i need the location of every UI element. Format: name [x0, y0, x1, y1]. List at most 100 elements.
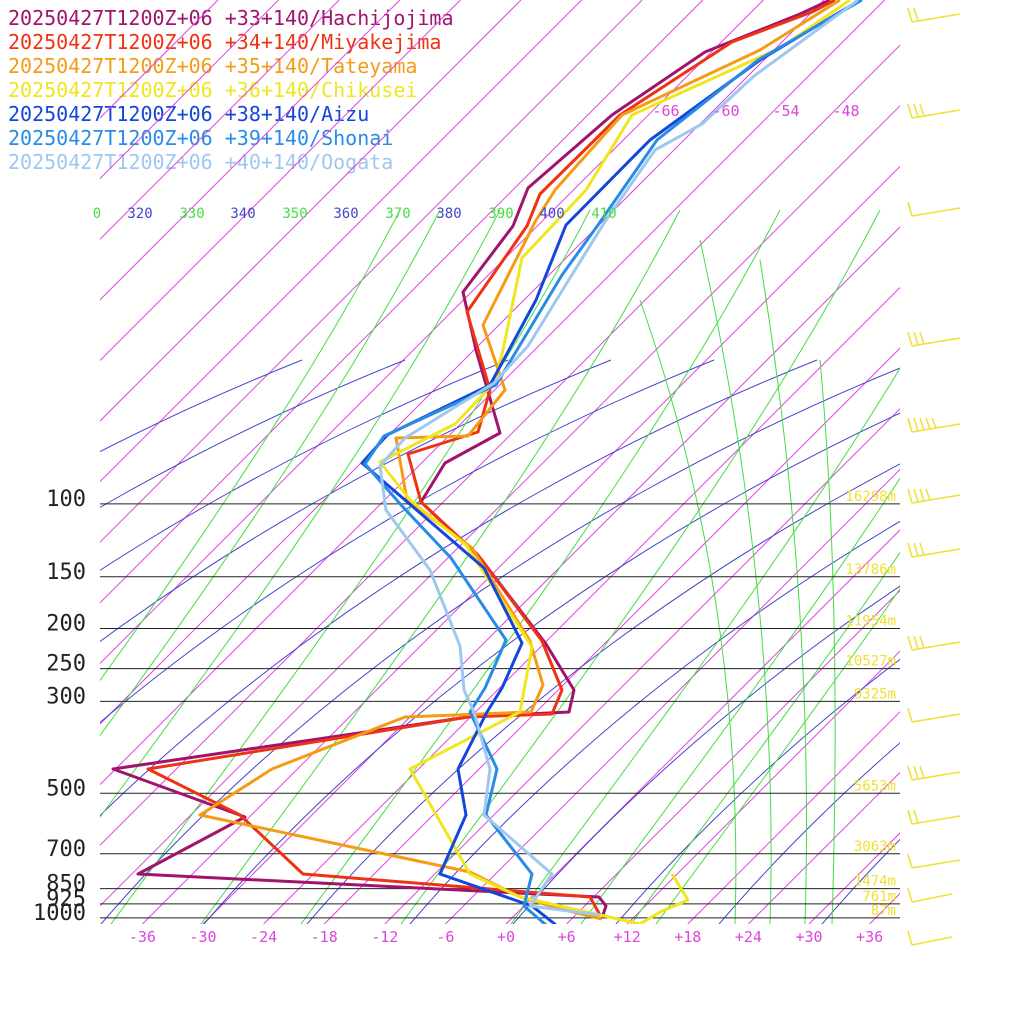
theta-label: 410 [591, 206, 616, 222]
wind-barb-staff [911, 207, 961, 217]
wind-barb-staff [911, 641, 961, 651]
wind-barb-flag [907, 488, 913, 504]
profile-line-oogata [378, 0, 859, 917]
x-tick-label: +6 [558, 928, 576, 946]
dry-adiabat-line [100, 359, 715, 724]
legend-entry: 20250427T1200Z+06 +39+140/Shonai [8, 126, 394, 150]
dry-adiabat-line [100, 359, 406, 509]
wind-barb [907, 488, 961, 504]
x-tick-label: +24 [735, 928, 762, 946]
wind-barb-flag [907, 7, 913, 23]
isotherm-line [100, 0, 219, 119]
dry-adiabat-line [409, 520, 900, 924]
wind-barb [907, 417, 961, 433]
legend-entry: 20250427T1200Z+06 +35+140/Tateyama [8, 54, 418, 78]
wind-barb [907, 853, 961, 869]
theta-label: 320 [127, 206, 152, 222]
height-label: 1474m [854, 874, 896, 890]
top-temp-label: -48 [832, 102, 859, 120]
height-label: 87m [871, 903, 896, 919]
moist-adiabat-line [400, 209, 881, 924]
isotherm-line [930, 0, 1024, 924]
x-tick-label: +30 [795, 928, 822, 946]
top-temp-label: -54 [772, 102, 799, 120]
legend-entry: 20250427T1200Z+06 +34+140/Miyakejima [8, 30, 442, 54]
profile-line-tateyama [198, 0, 841, 921]
wind-barb-staff [911, 548, 961, 558]
axis-labels: 100 16298m 150 13786m 200 11954m 250 10527m 300 9… [33, 102, 896, 946]
temperature-profiles [111, 0, 863, 924]
wind-barb-flag [907, 853, 913, 869]
wind-barb-flag [913, 488, 919, 503]
wind-barb-flag [907, 707, 913, 723]
moist-adiabat-line [110, 209, 591, 924]
height-label: 5653m [854, 778, 896, 794]
isotherm-line [626, 650, 900, 924]
theta-label: 0 [93, 206, 101, 222]
dry-adiabat-line [100, 359, 303, 453]
wind-barb-flag [907, 635, 913, 651]
wind-barb-flag [913, 103, 919, 118]
wind-barb-flag [913, 765, 919, 780]
wind-barb-flag [907, 887, 913, 903]
wind-barb-flag [907, 542, 913, 558]
height-label: 9325m [854, 686, 896, 702]
wind-barb-flag [907, 201, 913, 217]
isotherm-line [100, 0, 401, 301]
wind-barb-flag [925, 417, 931, 430]
x-tick-label: -24 [250, 928, 277, 946]
wind-barbs [907, 7, 961, 946]
isotherm-line [100, 0, 704, 604]
theta-label: 360 [333, 206, 358, 222]
wind-barb-flag [919, 765, 925, 779]
wind-barb-flag [919, 488, 925, 502]
moist-adiabat-line [639, 299, 737, 924]
isotherm-line [100, 0, 279, 180]
isotherm-line [505, 529, 900, 924]
wind-barb-staff [911, 337, 961, 347]
wind-barb-flag [907, 331, 913, 347]
isotherm-line [384, 408, 900, 924]
wind-barb-flag [907, 809, 913, 825]
wind-barb-flag [913, 417, 919, 432]
wind-barb-flag [907, 103, 913, 119]
pressure-label: 500 [46, 776, 86, 801]
wind-barb-flag [913, 635, 919, 650]
x-tick-label: -12 [371, 928, 398, 946]
moist-adiabat-line [510, 367, 900, 924]
wind-barb-staff [911, 13, 961, 23]
pressure-label: 150 [46, 560, 86, 585]
pressure-label: 250 [46, 652, 86, 677]
moist-adiabat-line [100, 209, 501, 818]
wind-barb-flag [913, 7, 919, 22]
wind-barb-flag [913, 809, 919, 824]
theta-label: 330 [179, 206, 204, 222]
pressure-label: 925 [46, 887, 86, 912]
wind-barb-flag [907, 765, 913, 781]
dry-adiabat-line [100, 359, 818, 817]
isotherm-line [100, 0, 340, 240]
isotherm-line [100, 0, 643, 543]
dry-adiabat-line [100, 359, 509, 571]
isotherm-line [100, 0, 522, 422]
theta-label: 350 [282, 206, 307, 222]
wind-barb [907, 542, 961, 558]
wind-barb-flag [925, 488, 931, 501]
x-tick-label: +12 [614, 928, 641, 946]
isotherm-line [202, 226, 900, 924]
wind-barb [907, 201, 961, 217]
wind-barb-staff [911, 859, 961, 869]
moist-adiabat-lines [100, 209, 900, 924]
theta-label: 390 [488, 206, 513, 222]
wind-barb-staff [911, 109, 961, 119]
x-tick-label: +36 [856, 928, 883, 946]
wind-barb [907, 331, 961, 347]
isotherm-line [323, 347, 900, 924]
profile-line-aizu [360, 0, 861, 924]
isotherm-line [991, 0, 1024, 924]
wind-barb-flag [919, 103, 925, 117]
pressure-label: 300 [46, 684, 86, 709]
dry-adiabat-line [100, 367, 900, 924]
dry-adiabat-line [967, 360, 1024, 1000]
